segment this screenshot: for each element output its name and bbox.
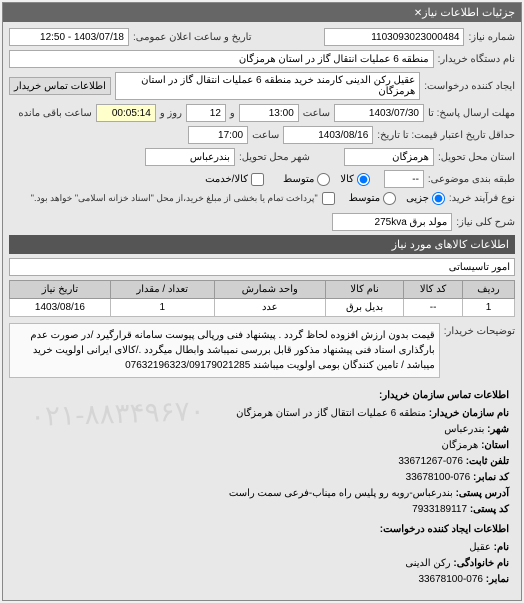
process-note: "پرداخت تمام یا بخشی از مبلغ خرید،از محل… (31, 193, 318, 204)
panel-header: جزئیات اطلاعات نیاز (3, 3, 521, 22)
details-panel: جزئیات اطلاعات نیاز شماره نیاز: 11030930… (2, 2, 522, 601)
panel-body: شماره نیاز: 1103093023000484 تاریخ و ساع… (3, 22, 521, 600)
contact-address-label: آدرس پستی: (456, 488, 509, 499)
validity-time-field: 17:00 (188, 126, 248, 144)
validity-label: حداقل تاریخ اعتبار قیمت: تا تاریخ: (377, 130, 515, 141)
radio-partial[interactable]: جزیی (406, 192, 445, 205)
table-row[interactable]: 1 -- بدیل برق عدد 1 1403/08/16 (10, 299, 515, 317)
process-radio-group: جزیی متوسط (349, 192, 445, 205)
creator-family: رکن الدینی (405, 558, 450, 569)
contact-postal: 7933189117 (412, 504, 467, 515)
deadline-label: مهلت ارسال پاسخ: تا (428, 108, 515, 119)
province-field: هرمزگان (344, 148, 434, 166)
request-number-label: شماره نیاز: (468, 32, 515, 43)
check-partial-input[interactable] (251, 173, 264, 186)
th-date: تاریخ نیاز (10, 281, 111, 299)
cell-index: 1 (463, 299, 515, 317)
announce-label: تاریخ و ساعت اعلان عمومی: (133, 32, 252, 43)
remaining-time-field: 00:05:14 (96, 104, 156, 122)
check-treasury-input[interactable] (322, 192, 335, 205)
deadline-date-field: 1403/07/30 (334, 104, 424, 122)
close-icon[interactable] (414, 7, 422, 19)
general-title-field: مولد برق 275kva (332, 213, 452, 231)
contact-postal-label: کد پستی: (470, 504, 509, 515)
type-radio-group: کالا متوسط (283, 173, 370, 186)
deadline-time-field: 13:00 (239, 104, 299, 122)
time-label-2: ساعت (252, 130, 279, 141)
classification-label: طبقه بندی موضوعی: (428, 174, 515, 185)
time-label-1: ساعت (303, 108, 330, 119)
contact-phone: 076-33671267 (398, 456, 463, 467)
contact-org: منطقه 6 عملیات انتقال گاز در استان هرمزگ… (236, 408, 426, 419)
contact-section: اطلاعات تماس سازمان خریدار: نام سازمان خ… (9, 382, 515, 594)
notes-label: توضیحات خریدار: (444, 323, 515, 337)
notes-box: قیمت بدون ارزش افزوده لحاظ گردد . پیشنها… (9, 323, 440, 378)
th-qty: تعداد / مقدار (110, 281, 214, 299)
cell-code: -- (404, 299, 463, 317)
contact-org-label: نام سازمان خریدار: (429, 408, 509, 419)
contact-fax: 076-33678100 (406, 472, 471, 483)
radio-medium[interactable]: متوسط (283, 173, 330, 186)
buyer-org-label: نام دستگاه خریدار: (438, 54, 515, 65)
item-type-field: امور تاسیساتی (9, 258, 515, 276)
creator-field: عقیل رکن الدینی کارمند خرید منطقه 6 عملی… (115, 72, 420, 100)
th-name: نام کالا (326, 281, 404, 299)
contact-province-label: استان: (481, 440, 509, 451)
contact-info-button[interactable]: اطلاعات تماس خریدار (9, 77, 111, 95)
remaining-label: ساعت باقی مانده (18, 108, 91, 119)
th-unit: واحد شمارش (214, 281, 325, 299)
th-code: کد کالا (404, 281, 463, 299)
contact-city-label: شهر: (487, 424, 509, 435)
check-partial[interactable]: کالا/خدمت (205, 173, 264, 186)
contact-address: بندرعباس-روبه رو پلیس راه میناب-فرعی سمت… (229, 488, 453, 499)
panel-title: جزئیات اطلاعات نیاز (422, 6, 515, 19)
radio-goods-input[interactable] (357, 173, 370, 186)
request-number-field: 1103093023000484 (324, 28, 464, 46)
cell-name: بدیل برق (326, 299, 404, 317)
radio-goods[interactable]: کالا (340, 173, 370, 186)
announce-field: 1403/07/18 - 12:50 (9, 28, 129, 46)
process-type-label: نوع فرآیند خرید: (449, 193, 515, 204)
contact-city: بندرعباس (444, 424, 484, 435)
creator-label: ایجاد کننده درخواست: (424, 81, 515, 92)
creator-contact-header: اطلاعات ایجاد کننده درخواست: (15, 522, 509, 538)
cell-unit: عدد (214, 299, 325, 317)
table-header-row: ردیف کد کالا نام کالا واحد شمارش تعداد /… (10, 281, 515, 299)
partial-check-group: کالا/خدمت (205, 173, 264, 186)
items-section-title: اطلاعات کالاهای مورد نیاز (9, 235, 515, 254)
cell-date: 1403/08/16 (10, 299, 111, 317)
creator-family-label: نام خانوادگی: (453, 558, 509, 569)
th-index: ردیف (463, 281, 515, 299)
creator-name: عقیل (469, 542, 491, 553)
validity-date-field: 1403/08/16 (283, 126, 373, 144)
general-title-label: شرح کلی نیاز: (456, 217, 515, 228)
radio-medium-input[interactable] (317, 173, 330, 186)
contact-province: هرمزگان (441, 440, 478, 451)
contact-header: اطلاعات تماس سازمان خریدار: (15, 388, 509, 404)
province-label: استان محل تحویل: (438, 152, 515, 163)
days-field: 12 (186, 104, 226, 122)
check-treasury[interactable] (322, 192, 335, 205)
city-field: بندرعباس (145, 148, 235, 166)
cell-qty: 1 (110, 299, 214, 317)
city-label: شهر محل تحویل: (239, 152, 310, 163)
radio-process-medium[interactable]: متوسط (349, 192, 396, 205)
and-label: و (230, 108, 235, 119)
radio-partial-input[interactable] (432, 192, 445, 205)
creator-name-label: نام: (494, 542, 509, 553)
day-and-label: روز و (160, 108, 182, 119)
classification-field: -- (384, 170, 424, 188)
radio-process-medium-input[interactable] (383, 192, 396, 205)
contact-fax-label: کد نمابر: (473, 472, 509, 483)
items-table: ردیف کد کالا نام کالا واحد شمارش تعداد /… (9, 280, 515, 317)
contact-phone-label: تلفن ثابت: (466, 456, 509, 467)
buyer-org-field: منطقه 6 عملیات انتقال گاز در استان هرمزگ… (9, 50, 434, 68)
